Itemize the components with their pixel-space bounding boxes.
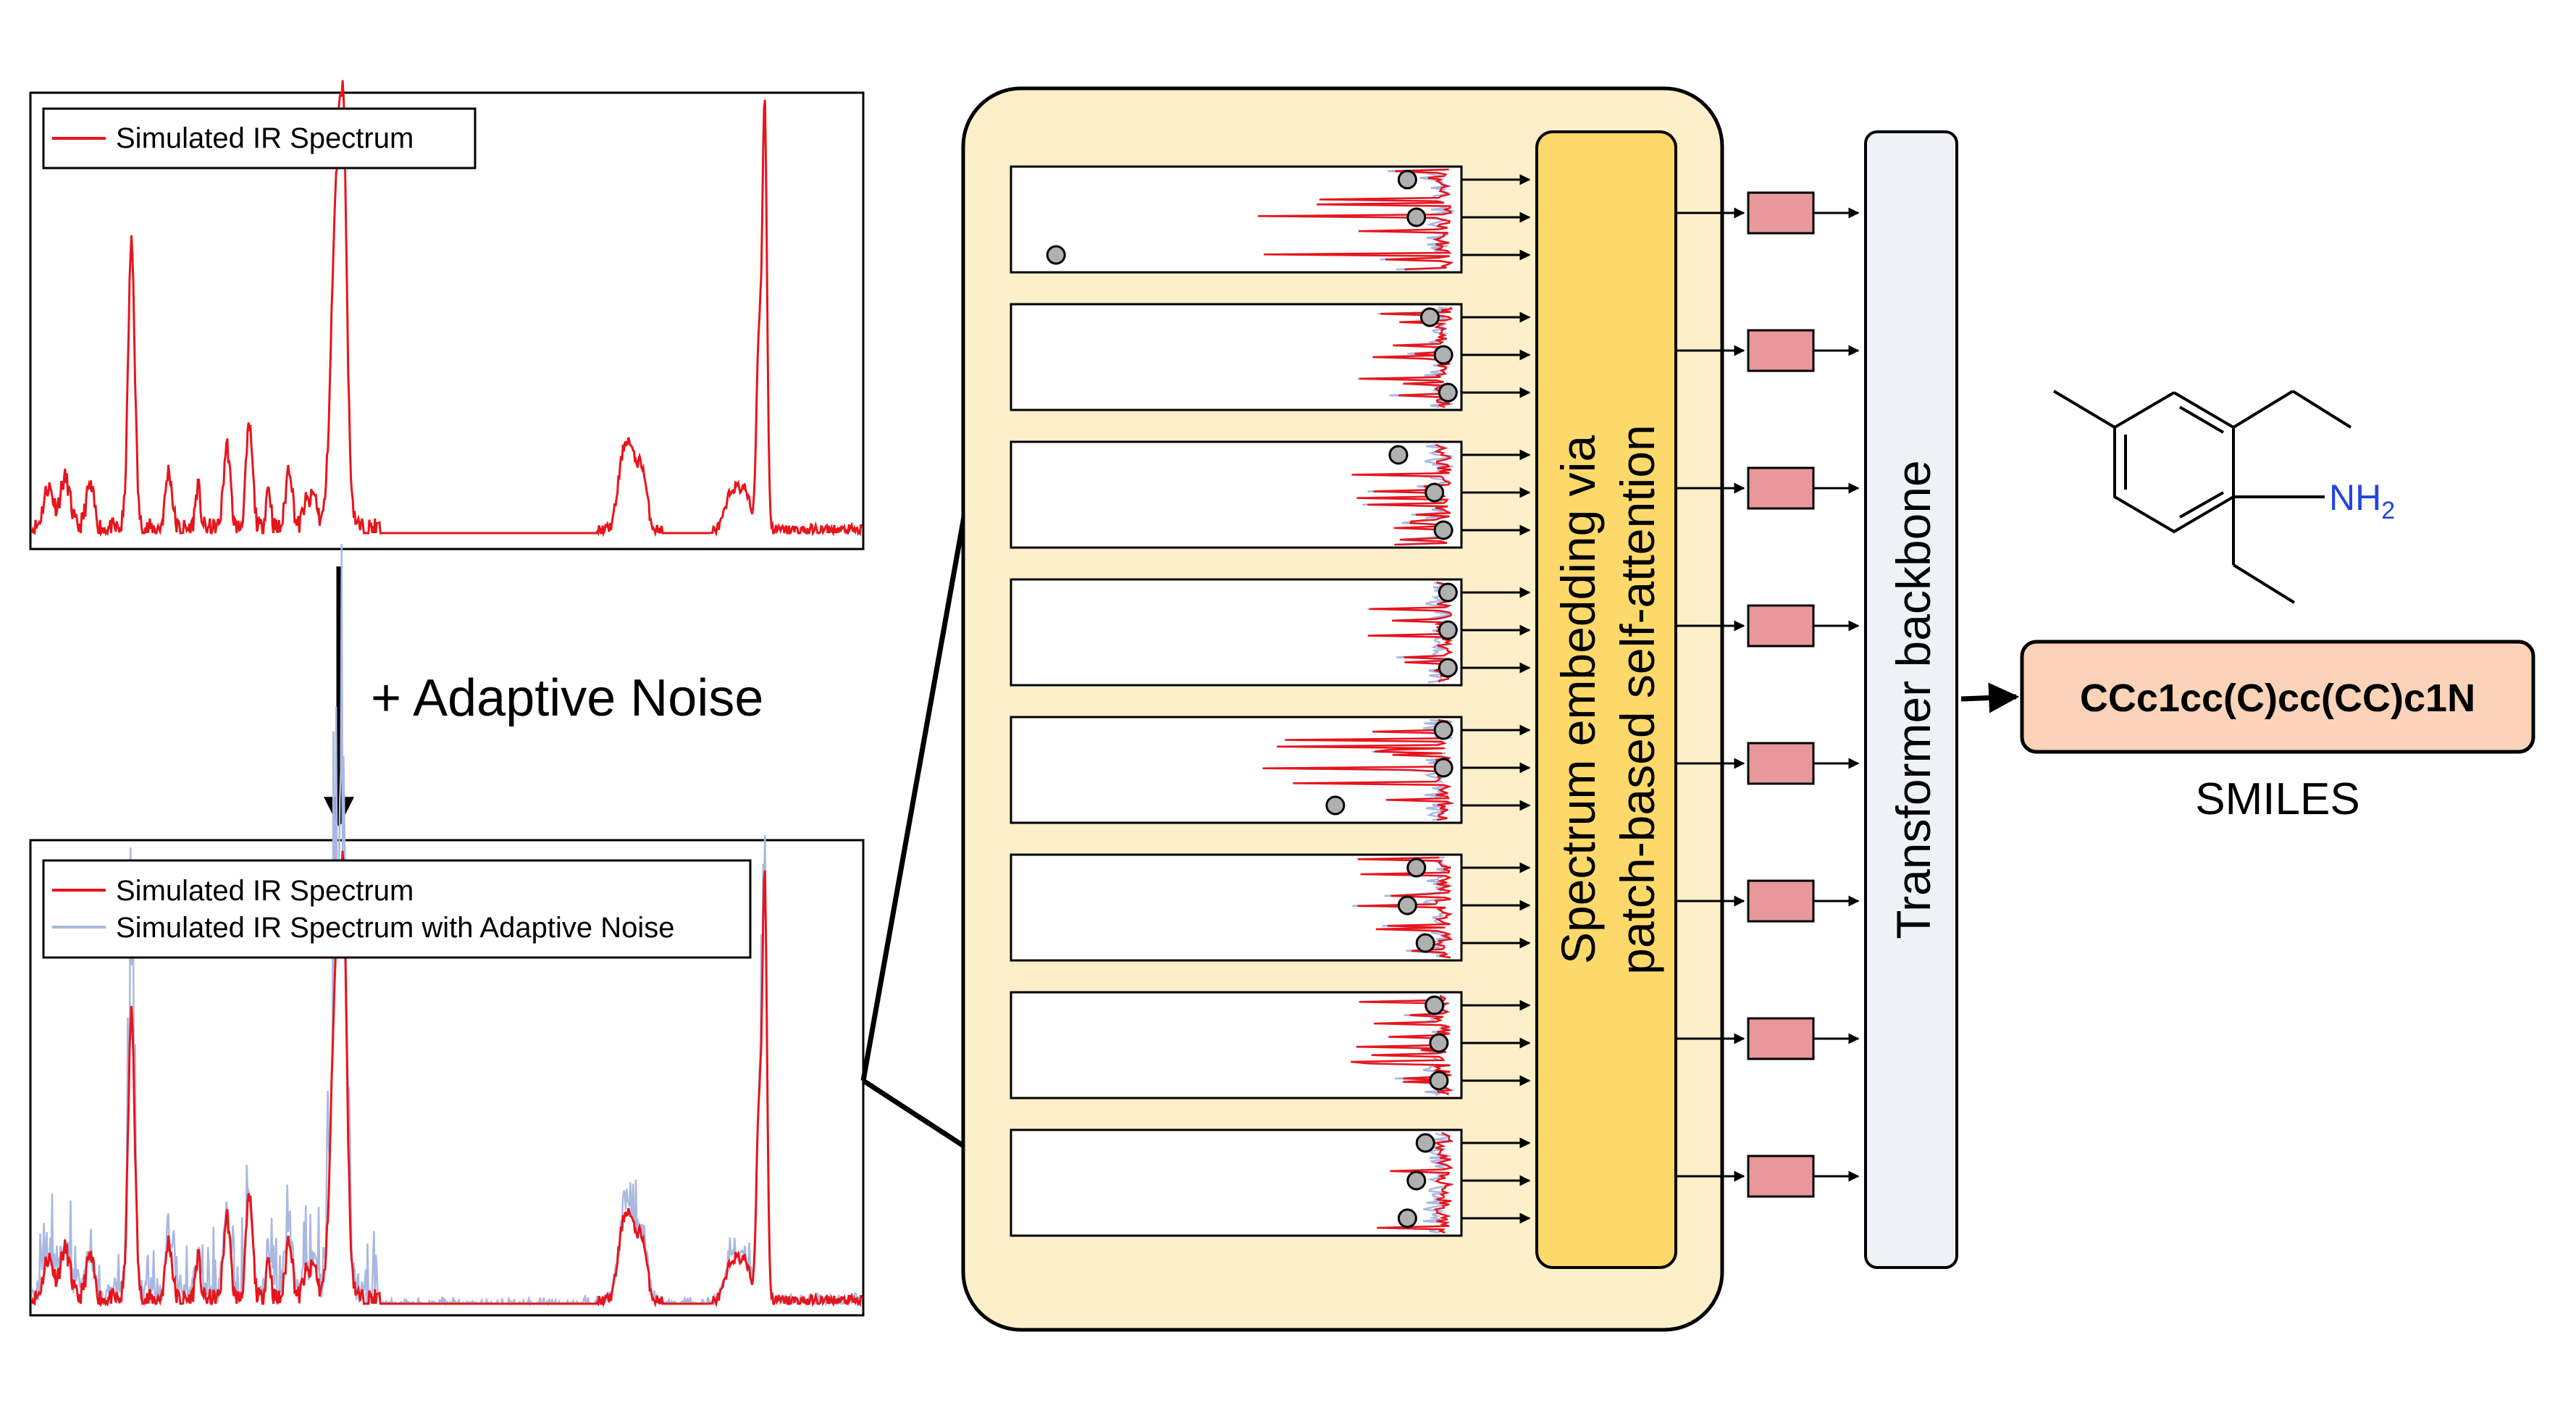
legend-label-simulated-bottom: Simulated IR Spectrum	[116, 875, 414, 907]
patch-sample-point	[1388, 445, 1409, 465]
legend-label-noise: Simulated IR Spectrum with Adaptive Nois…	[116, 912, 674, 944]
patch-frame	[1010, 578, 1463, 687]
amine-label: NH2	[2329, 477, 2395, 524]
methyl-bond	[2052, 390, 2116, 429]
top-spectrum-panel: Simulated IR Spectrum	[29, 80, 865, 550]
embedding-token	[1747, 1017, 1815, 1060]
patch-sample-point	[1433, 345, 1453, 365]
spectrum-patch	[1010, 991, 1531, 1099]
ethyl-bond-top	[2232, 390, 2294, 429]
embedding-block-rect	[1535, 130, 1677, 1269]
embedding-token	[1747, 742, 1815, 785]
patch-spectrum-trace	[1359, 306, 1453, 409]
patch-spectrum-trace	[1357, 856, 1453, 959]
backbone-label: Transformer backbone	[1887, 460, 1940, 939]
patch-frame	[1010, 1128, 1463, 1237]
patch-sample-point	[1429, 1033, 1449, 1053]
spectrum-patch	[1010, 303, 1531, 411]
patch-spectrum-trace	[1377, 1131, 1454, 1234]
embedding-token	[1747, 1155, 1815, 1198]
patch-stack	[1010, 165, 1531, 1237]
patch-sample-point	[1433, 520, 1453, 540]
bottom-legend: Simulated IR Spectrum Simulated IR Spect…	[42, 859, 752, 959]
patch-sample-point	[1397, 895, 1417, 916]
embedding-token	[1747, 329, 1815, 372]
spectrum-patch	[1010, 853, 1531, 962]
patch-sample-point	[1046, 245, 1066, 265]
patch-sample-point	[1438, 658, 1458, 678]
benzene-ring	[2113, 391, 2235, 534]
patch-sample-point	[1438, 582, 1458, 603]
backbone-rect	[1864, 130, 1958, 1269]
patch-spectrum-trace	[1257, 168, 1453, 271]
patch-sample-point	[1429, 1071, 1449, 1091]
spectrum-patch	[1010, 716, 1531, 824]
patch-sample-point	[1438, 620, 1458, 640]
patch-sample-point	[1433, 720, 1453, 740]
molecule-structure	[2052, 390, 2352, 604]
patch-sample-point	[1415, 933, 1435, 953]
embedding-token	[1747, 191, 1815, 235]
patch-sample-point	[1425, 995, 1445, 1015]
embedding-token	[1747, 879, 1815, 923]
patch-sample-point	[1406, 1170, 1427, 1191]
adaptive-noise-step: + Adaptive Noise	[324, 566, 763, 828]
simulated-spectrum-line-bottom	[30, 850, 863, 1308]
legend-label-simulated: Simulated IR Spectrum	[116, 122, 414, 154]
simulated-spectrum-line	[30, 80, 863, 537]
patch-sample-point	[1433, 758, 1453, 778]
token-column	[1676, 191, 1860, 1198]
spectrum-patch	[1010, 165, 1531, 274]
arrow-to-smiles	[1960, 682, 2020, 713]
spectrum-patch	[1010, 578, 1531, 687]
patch-sample-point	[1325, 795, 1346, 816]
patch-sample-point	[1397, 1208, 1417, 1228]
spectrum-patch	[1010, 440, 1531, 549]
top-legend: Simulated IR Spectrum	[42, 107, 477, 169]
patch-frame	[1010, 853, 1463, 962]
embedding-token	[1747, 604, 1815, 648]
patch-sample-point	[1419, 307, 1440, 327]
transformer-backbone: Transformer backbone	[1864, 130, 1958, 1269]
patch-frame	[1010, 440, 1463, 549]
patch-sample-point	[1406, 207, 1427, 227]
smiles-string: CCc1cc(C)cc(CC)c1N	[2080, 676, 2475, 720]
patch-sample-point	[1406, 858, 1427, 878]
embedding-label-line1: Spectrum embedding via	[1551, 435, 1605, 964]
patch-frame	[1010, 991, 1463, 1099]
smiles-box	[2020, 640, 2535, 754]
patch-sample-point	[1438, 382, 1458, 403]
patch-sample-point	[1425, 482, 1445, 503]
patch-embedding-container: Spectrum embedding via patch-based self-…	[961, 86, 1724, 1332]
embedding-label-line2: patch-based self-attention	[1611, 424, 1664, 974]
patch-sample-point	[1397, 169, 1417, 190]
smiles-output: CCc1cc(C)cc(CC)c1N SMILES	[1960, 640, 2535, 824]
spectrum-patch	[1010, 1128, 1531, 1237]
smiles-caption: SMILES	[2195, 774, 2359, 824]
patch-sample-point	[1415, 1133, 1435, 1153]
adaptive-noise-label: + Adaptive Noise	[371, 669, 763, 727]
embedding-block: Spectrum embedding via patch-based self-…	[1535, 130, 1677, 1269]
bottom-spectrum-panel: Simulated IR Spectrum Simulated IR Spect…	[29, 544, 865, 1317]
embedding-token	[1747, 466, 1815, 510]
